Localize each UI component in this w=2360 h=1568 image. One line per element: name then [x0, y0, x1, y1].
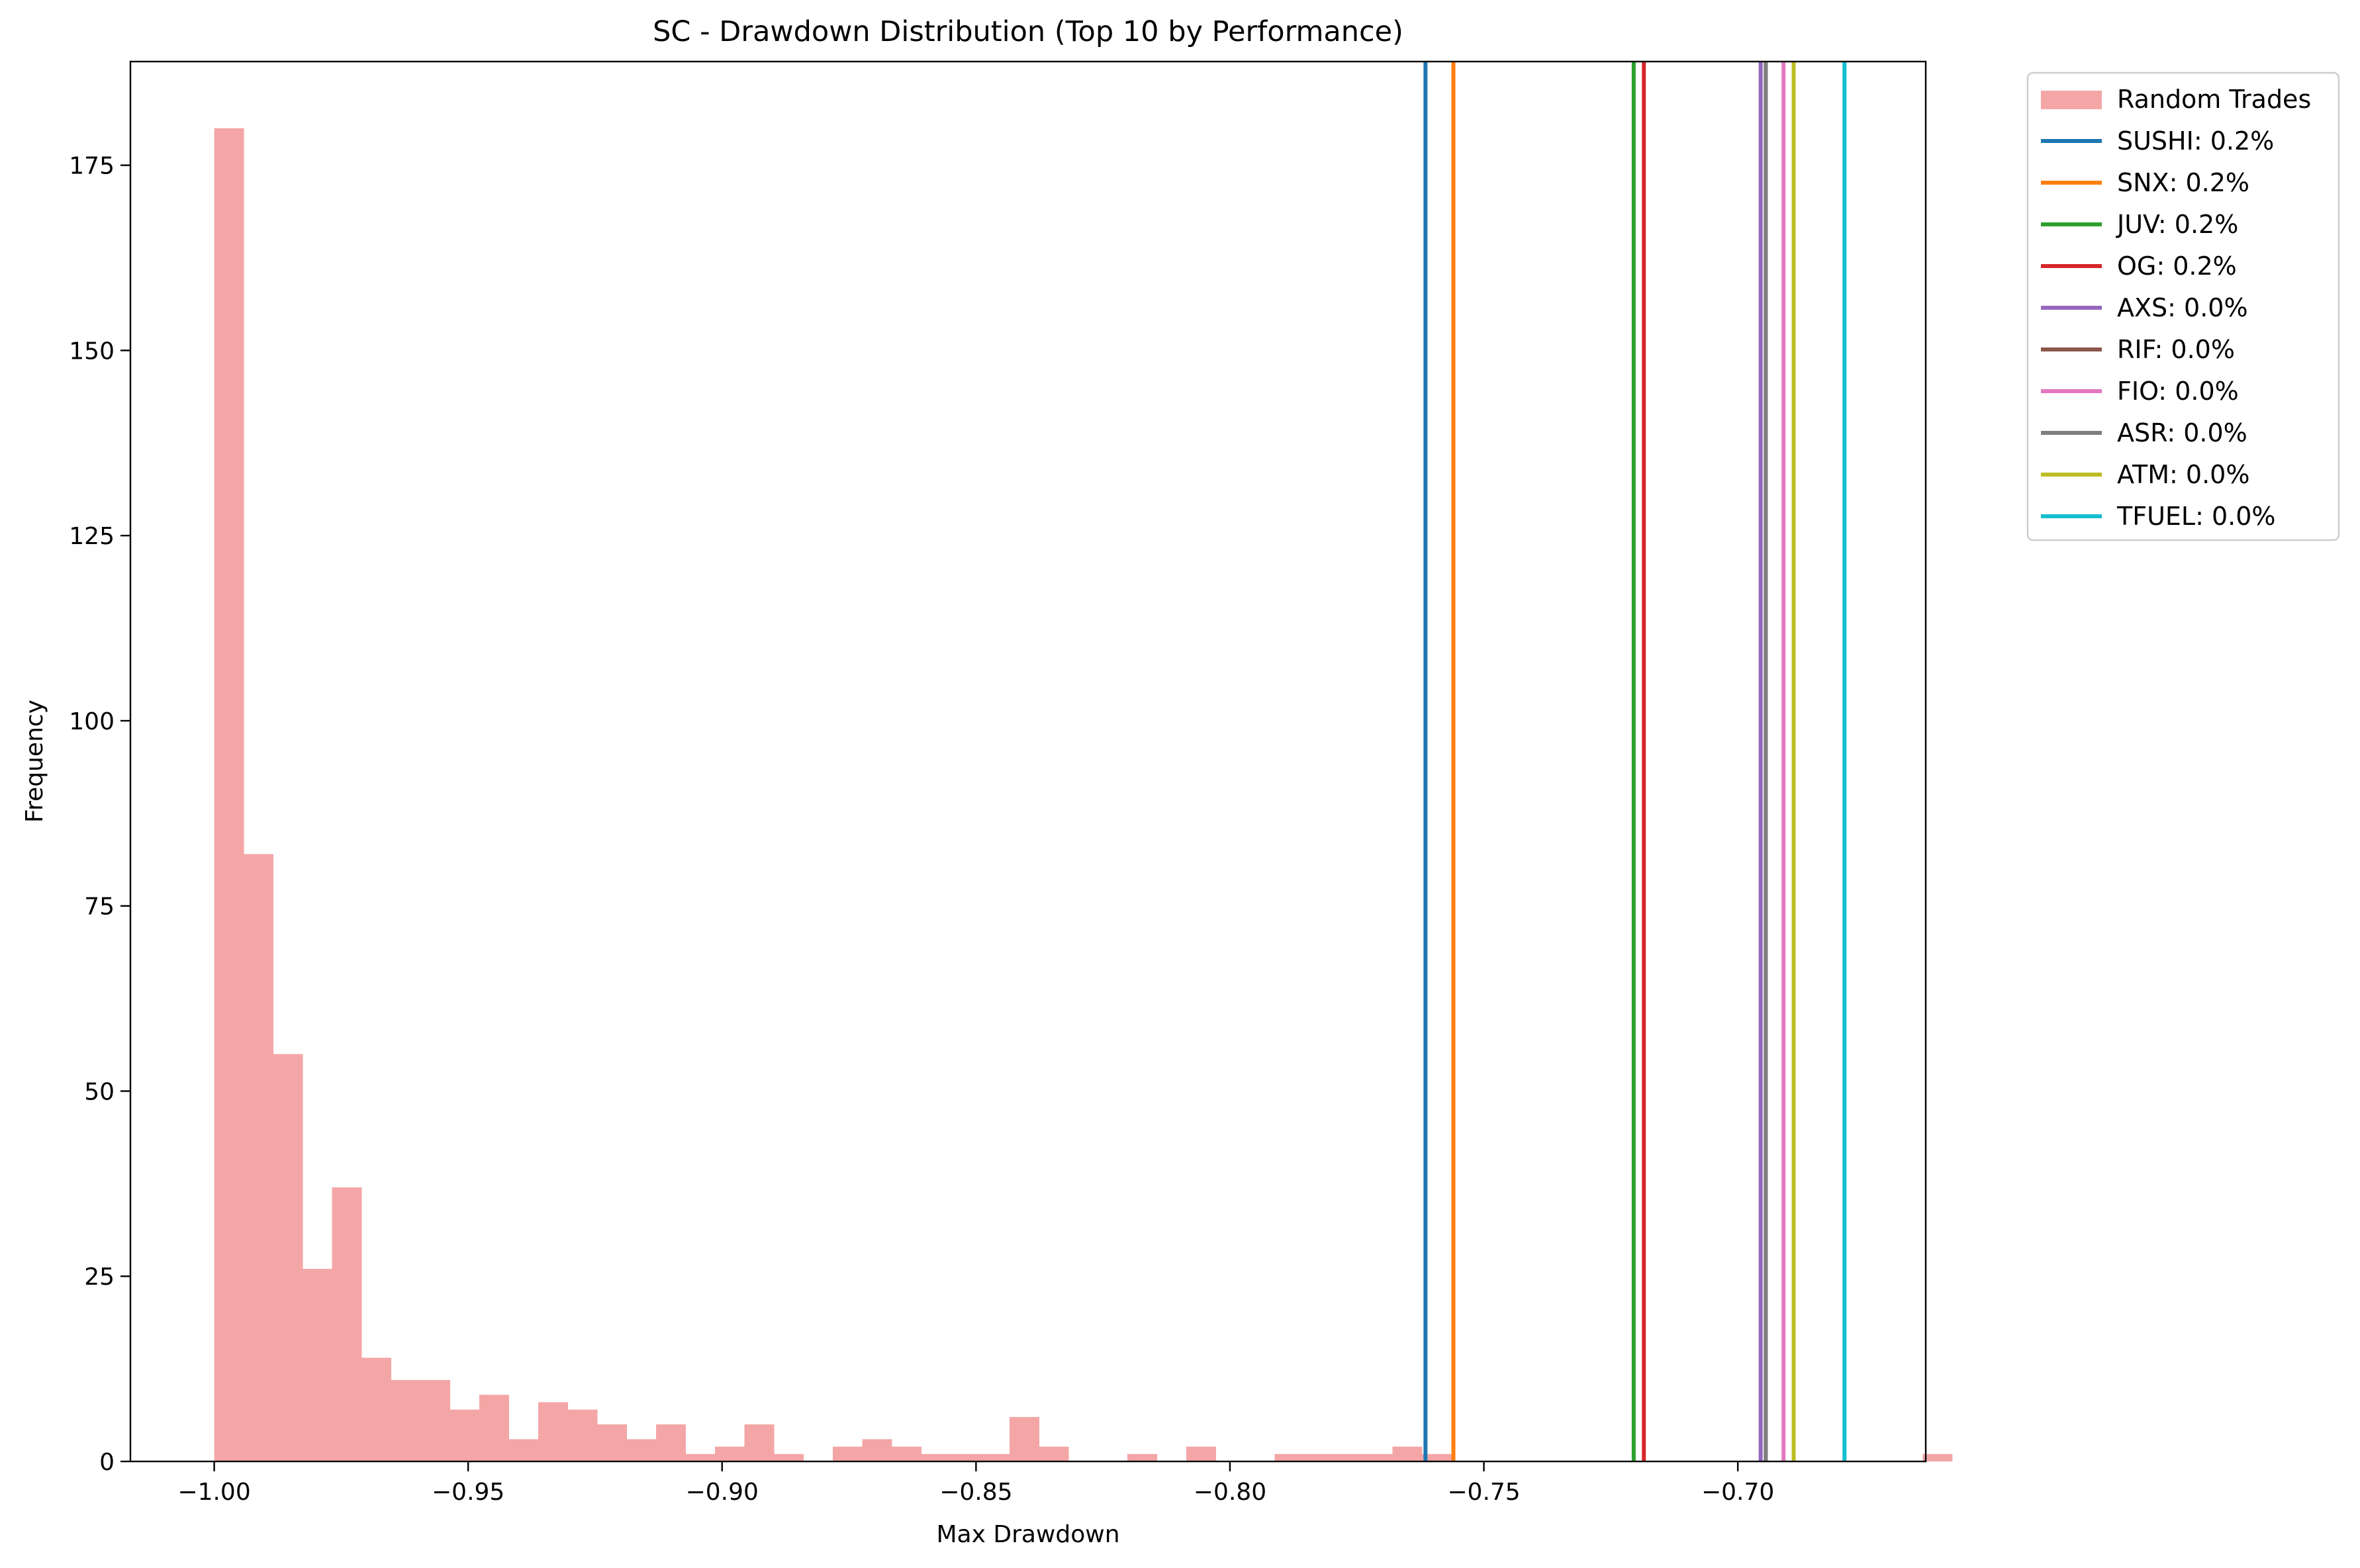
legend-entry: AXS: 0.0%: [2117, 293, 2248, 322]
histogram-bar: [449, 1409, 480, 1461]
x-tick-label: −0.95: [432, 1479, 504, 1506]
legend-swatch: [2041, 91, 2102, 109]
y-axis-ticks: 0 25 50 75 100 125 150 175: [69, 153, 130, 1476]
histogram-bar: [774, 1453, 804, 1461]
x-tick-label: −0.90: [686, 1479, 759, 1506]
histogram-bars: [214, 128, 1953, 1462]
histogram-bar: [538, 1402, 569, 1461]
y-tick-label: 125: [69, 523, 115, 550]
histogram-bar: [244, 854, 274, 1461]
histogram-bar: [1421, 1453, 1452, 1461]
histogram-bar: [1274, 1453, 1305, 1461]
legend-entry: ASR: 0.0%: [2117, 418, 2247, 447]
histogram-bar: [391, 1379, 421, 1461]
legend-entry: FIO: 0.0%: [2117, 377, 2239, 406]
histogram-bar: [420, 1379, 451, 1461]
histogram-bar: [892, 1446, 922, 1461]
histogram-bar: [479, 1395, 510, 1461]
histogram-bar: [1127, 1453, 1157, 1461]
histogram-bar: [1392, 1446, 1423, 1461]
y-axis-label: Frequency: [21, 700, 48, 823]
histogram-bar: [1333, 1453, 1364, 1461]
histogram-bar: [1303, 1453, 1334, 1461]
legend-entry: JUV: 0.2%: [2116, 210, 2238, 239]
x-axis-ticks: −1.00 −0.95 −0.90 −0.85 −0.80 −0.75 −0.70: [177, 1461, 1774, 1506]
histogram-bar: [1922, 1453, 1953, 1461]
y-tick-label: 100: [69, 708, 115, 735]
histogram-bar: [744, 1424, 775, 1461]
histogram-bar: [951, 1453, 981, 1461]
histogram-bar: [862, 1439, 892, 1461]
histogram-bar: [980, 1453, 1010, 1461]
histogram-bar: [921, 1453, 951, 1461]
histogram-bar: [214, 128, 244, 1462]
y-tick-label: 150: [69, 338, 115, 365]
x-tick-label: −0.85: [939, 1479, 1012, 1506]
y-tick-label: 25: [84, 1264, 115, 1291]
histogram-bar: [1039, 1446, 1069, 1461]
legend-entry: OG: 0.2%: [2117, 252, 2237, 281]
histogram-bar: [685, 1453, 716, 1461]
histogram-bar: [1362, 1453, 1393, 1461]
x-axis-label: Max Drawdown: [936, 1521, 1119, 1548]
legend-entry: TFUEL: 0.0%: [2116, 502, 2276, 531]
histogram-bar: [833, 1446, 863, 1461]
legend-entry: SUSHI: 0.2%: [2117, 126, 2274, 156]
chart-title: SC - Drawdown Distribution (Top 10 by Pe…: [653, 15, 1403, 48]
x-tick-label: −0.70: [1701, 1479, 1774, 1506]
histogram-bar: [567, 1409, 598, 1461]
histogram-bar: [508, 1439, 539, 1461]
histogram-bar: [361, 1358, 392, 1461]
histogram-bar: [1186, 1446, 1216, 1461]
histogram-bar: [332, 1187, 362, 1461]
y-tick-label: 50: [84, 1078, 115, 1105]
y-tick-label: 75: [84, 894, 115, 921]
x-tick-label: −1.00: [177, 1479, 250, 1506]
legend-entry: SNX: 0.2%: [2117, 168, 2249, 197]
histogram-bar: [656, 1424, 686, 1461]
legend-entry: RIF: 0.0%: [2117, 335, 2235, 364]
x-tick-label: −0.80: [1194, 1479, 1266, 1506]
legend: Random Trades SUSHI: 0.2% SNX: 0.2% JUV: 0.…: [2026, 71, 2340, 541]
strategy-lines: [1423, 62, 1847, 1461]
histogram-bar: [1009, 1416, 1039, 1461]
histogram-bar: [273, 1054, 303, 1461]
legend-box: [2026, 71, 2340, 541]
histogram-bar: [597, 1424, 628, 1461]
histogram-bar: [715, 1446, 745, 1461]
legend-entry: ATM: 0.0%: [2117, 460, 2249, 489]
histogram-bar: [626, 1439, 657, 1461]
plot-frame: [129, 60, 1927, 1463]
histogram-bar: [303, 1269, 333, 1461]
y-tick-label: 175: [69, 153, 115, 180]
legend-entry: Random Trades: [2117, 85, 2311, 114]
x-tick-label: −0.75: [1447, 1479, 1520, 1506]
y-tick-label: 0: [99, 1449, 115, 1476]
